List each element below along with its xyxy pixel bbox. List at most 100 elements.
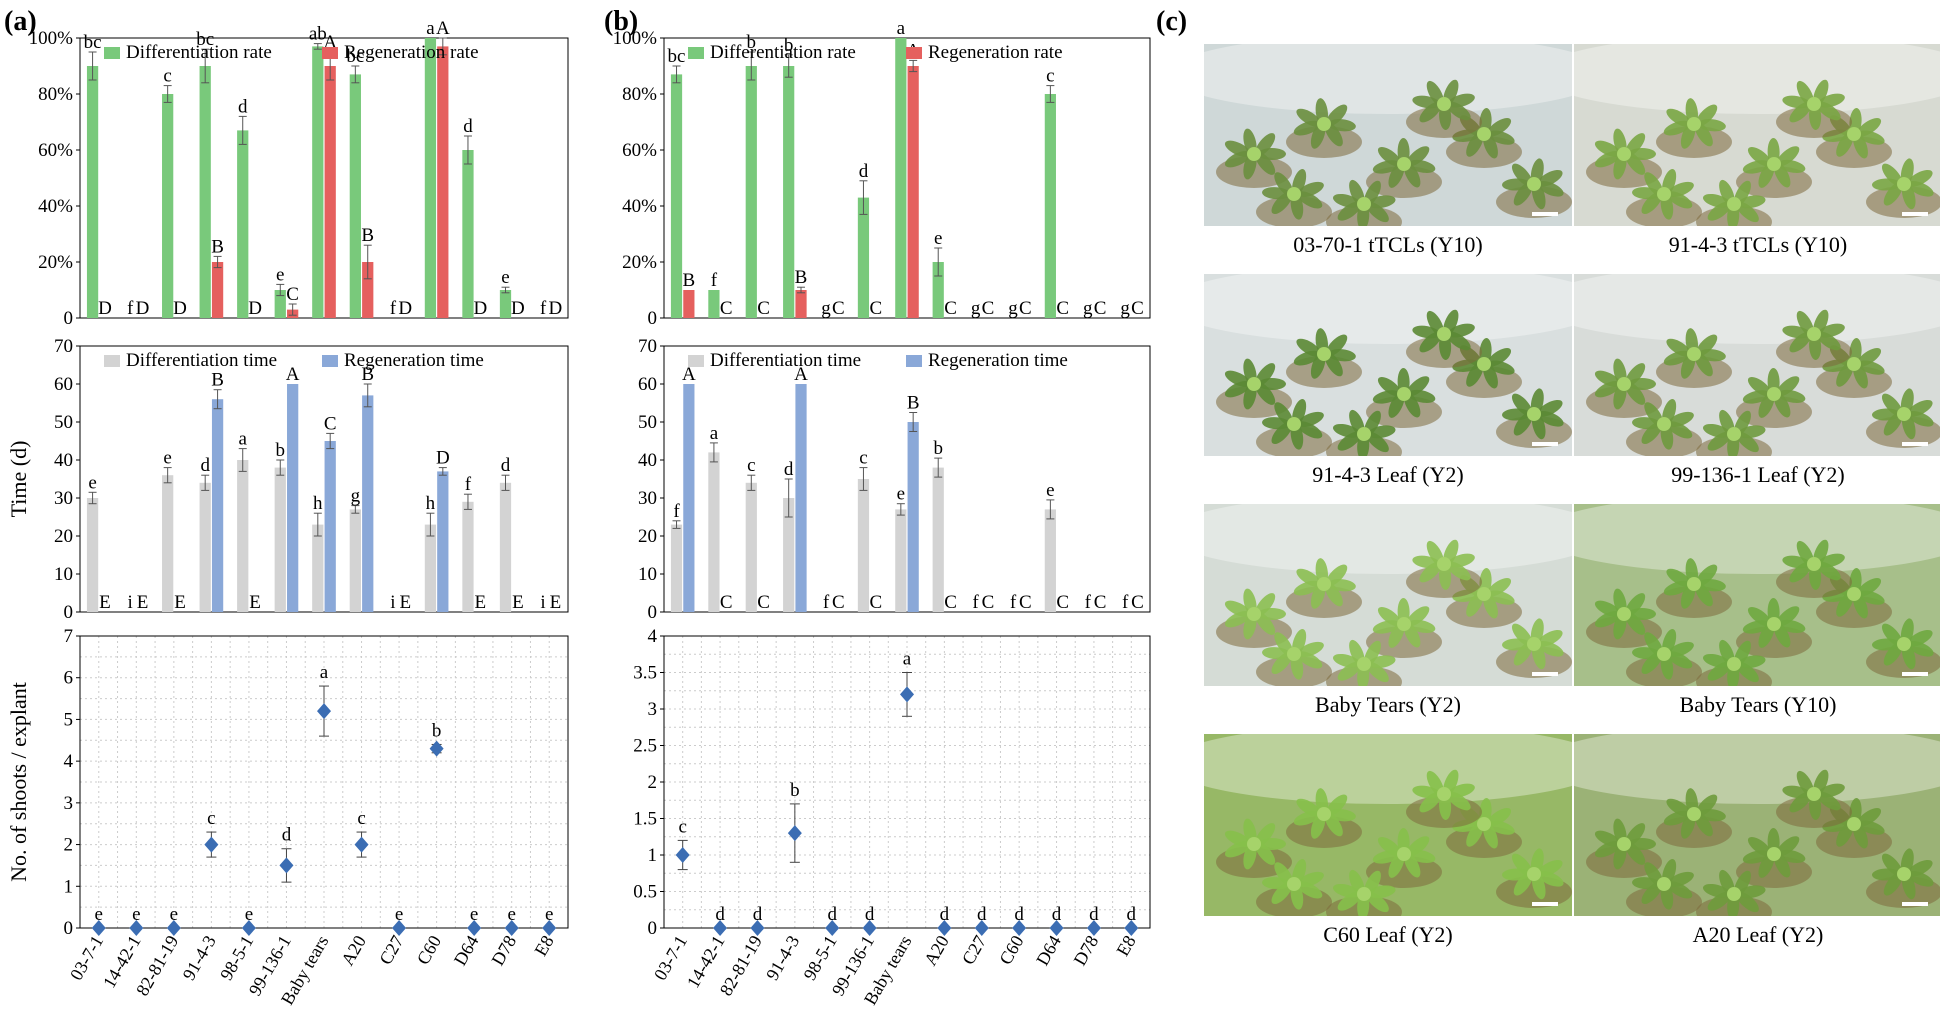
a-rate-ytick-label: 60% [38, 140, 73, 161]
scale-bar [1532, 672, 1558, 676]
a-shoots-xtick-label: 91-4-3 [179, 932, 220, 984]
b-shoots-sig-label: d [827, 904, 837, 925]
a-rate-bar-diff [312, 46, 324, 319]
plant-photo [1204, 44, 1572, 226]
b-shoots-point [862, 920, 877, 936]
photo-cell: C60 Leaf (Y2) [1204, 734, 1572, 947]
a-shoots-sig-label: e [507, 904, 515, 925]
b-shoots-point [1124, 920, 1139, 936]
b-time-sig-label: e [1046, 480, 1054, 501]
a-shoots-point [204, 836, 219, 853]
a-time-ytick-label: 60 [54, 374, 73, 395]
b-shoots-point [713, 920, 728, 936]
a-time-sig-label: b [276, 440, 286, 461]
plant-photo [1574, 504, 1940, 686]
a-time-sig-label: d [200, 455, 210, 476]
a-time-bar-diff [199, 482, 211, 612]
b-rate-bar-regen [795, 290, 807, 318]
scale-bar [1902, 902, 1928, 906]
b-time-bar-regen [907, 422, 919, 612]
a-time-sig-label: E [399, 592, 411, 613]
a-shoots-sig-label: e [470, 904, 478, 925]
a-rate-sig-label: a [426, 18, 435, 39]
photo-caption: C60 Leaf (Y2) [1323, 922, 1453, 947]
legend-swatch-a-rate-regen [322, 47, 338, 59]
a-time-bar-diff [312, 524, 324, 612]
a-time-bar-diff [86, 498, 99, 612]
b-time-sig-label: d [784, 459, 794, 480]
b-rate-sig-label: g [1120, 298, 1130, 319]
a-time-bar-regen [211, 399, 224, 612]
scale-bar [1902, 212, 1928, 216]
b-rate-bar-diff [783, 66, 795, 318]
b-rate-sig-label: C [982, 298, 995, 319]
b-rate-bar-regen [683, 290, 695, 318]
a-rate-bar-diff [499, 290, 512, 318]
photo-cell: A20 Leaf (Y2) [1574, 734, 1940, 947]
photo-cell: Baby Tears (Y2) [1204, 504, 1572, 717]
b-rate-bar-diff [670, 74, 683, 319]
legend-swatch-b-rate-regen [906, 47, 922, 59]
a-shoots-xtick-label: C60 [413, 932, 445, 968]
b-rate-sig-label: a [897, 18, 906, 39]
a-shoots-ytick-label: 7 [64, 626, 74, 647]
b-time-bar-diff [783, 498, 795, 612]
b-time-bar-diff [708, 452, 720, 612]
b-rate-sig-label: C [757, 298, 770, 319]
photo-cell: 91-4-3 Leaf (Y2) [1204, 274, 1572, 487]
b-rate-ytick-label: 0 [648, 308, 658, 329]
a-shoots-point [429, 740, 444, 757]
b-time-ytick-label: 30 [638, 488, 657, 509]
a-rate-ytick-label: 0 [64, 308, 74, 329]
b-rate-bar-diff [895, 38, 907, 318]
a-shoots-point [354, 836, 369, 853]
a-time-sig-label: E [137, 592, 149, 613]
legend-swatch-a-rate-diff [104, 47, 120, 59]
a-time-ytick-label: 10 [54, 564, 73, 585]
b-shoots-ytick-label: 0.5 [633, 882, 657, 903]
a-rate-sig-label: bc [196, 29, 214, 50]
scale-bar [1532, 902, 1558, 906]
b-rate-bar-diff [857, 197, 870, 318]
a-rate-frame [79, 37, 569, 319]
legend-label-b-time-diff: Differentiation time [710, 350, 861, 371]
a-time-sig-label: h [426, 493, 436, 514]
photo-caption: 99-136-1 Leaf (Y2) [1671, 462, 1845, 487]
a-time-ytick-label: 70 [54, 336, 73, 357]
a-rate-bar-regen [324, 66, 336, 318]
b-time-sig-label: C [1131, 592, 1144, 613]
legend-swatch-b-time-regen [906, 355, 922, 367]
a-rate-sig-label: B [211, 236, 224, 257]
a-time-bar-regen [324, 441, 336, 612]
b-time-ytick-label: 20 [638, 526, 657, 547]
a-rate-bar-diff [199, 66, 211, 318]
a-rate-sig-label: d [238, 96, 248, 117]
legend-label-b-rate-regen: Regeneration rate [928, 42, 1063, 63]
b-time-bar-regen [683, 384, 695, 612]
legend-swatch-b-time-diff [688, 355, 704, 367]
b-shoots-ytick-label: 3 [648, 699, 658, 720]
plant-photo [1574, 274, 1940, 456]
b-shoots-point [825, 920, 840, 936]
b-shoots-sig-label: a [903, 649, 912, 670]
a-shoots-frame [79, 635, 569, 929]
b-rate-bar-diff [708, 290, 720, 318]
b-time-ytick-label: 50 [638, 412, 657, 433]
a-time-sig-label: e [88, 472, 96, 493]
b-rate-sig-label: e [934, 228, 942, 249]
a-shoots-sig-label: e [395, 904, 403, 925]
b-shoots-xtick-label: 91-4-3 [762, 932, 803, 984]
b-time-ytick-label: 70 [638, 336, 657, 357]
b-time-sig-label: C [982, 592, 995, 613]
a-time-bar-diff [424, 524, 437, 612]
a-shoots-point [542, 920, 557, 936]
b-shoots-point [787, 825, 802, 842]
b-shoots-sig-label: d [1127, 904, 1137, 925]
b-shoots-point [1086, 920, 1101, 936]
b-shoots-sig-label: d [715, 904, 725, 925]
photo-caption: 03-70-1 tTCLs (Y10) [1293, 232, 1483, 257]
scale-bar [1902, 672, 1928, 676]
a-time-sig-label: g [351, 486, 361, 507]
a-time-sig-label: E [174, 592, 186, 613]
b-rate-ytick-label: 40% [622, 196, 657, 217]
